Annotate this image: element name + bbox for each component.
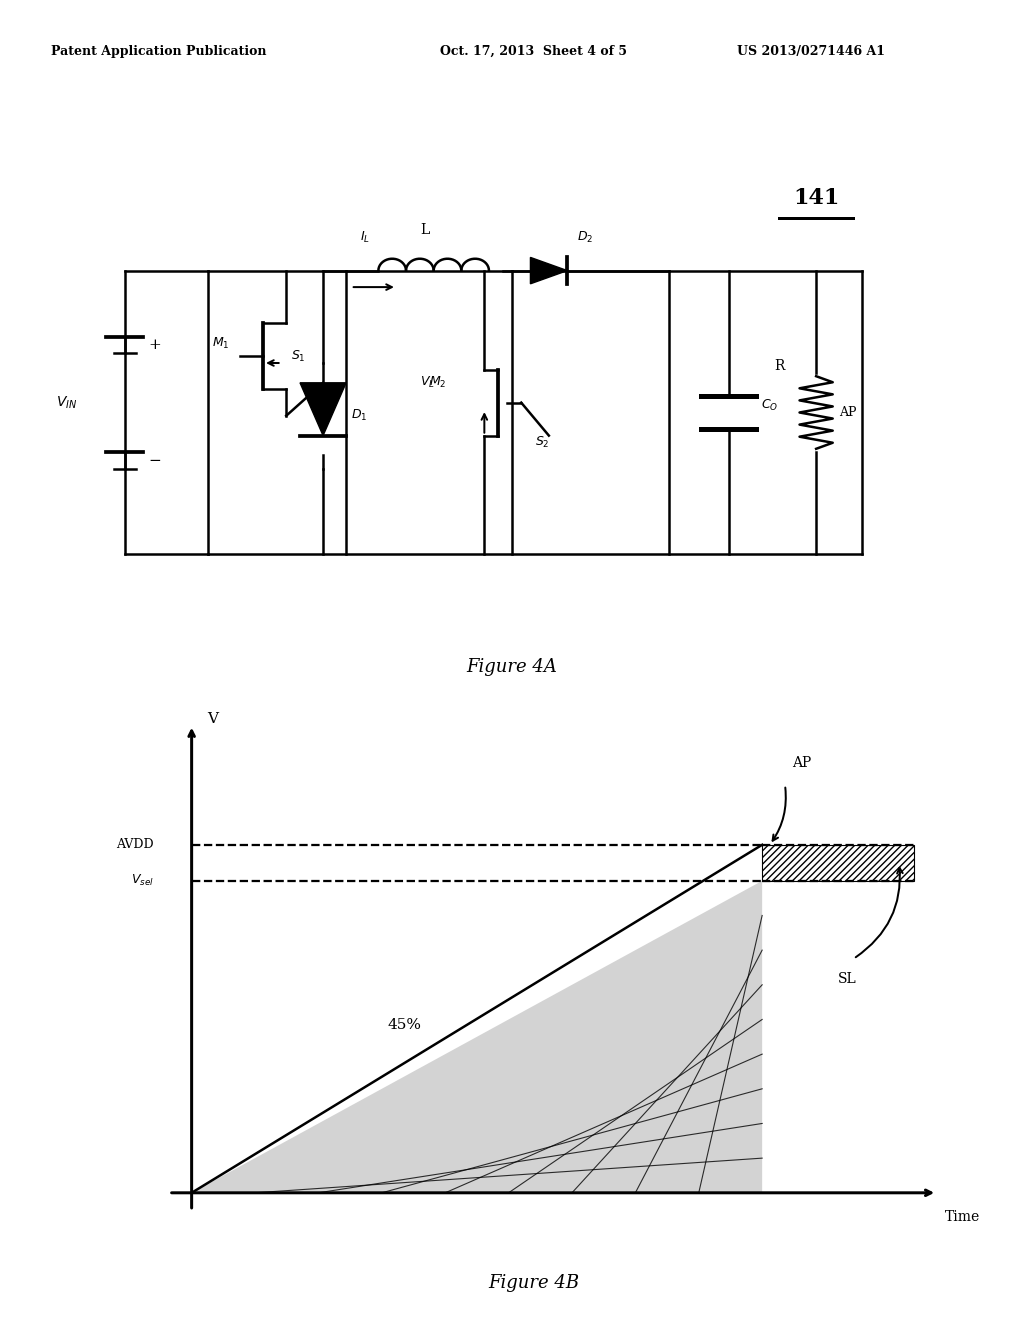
Text: $M_1$: $M_1$	[213, 335, 230, 351]
Text: Oct. 17, 2013  Sheet 4 of 5: Oct. 17, 2013 Sheet 4 of 5	[440, 45, 628, 58]
Text: $V_{IN}$: $V_{IN}$	[56, 395, 77, 411]
Text: Figure 4A: Figure 4A	[467, 657, 557, 676]
Text: $S_2$: $S_2$	[536, 434, 550, 450]
Text: $V_{sel}$: $V_{sel}$	[131, 874, 154, 888]
Text: −: −	[148, 454, 161, 467]
Polygon shape	[530, 257, 567, 284]
Text: 141: 141	[793, 187, 840, 209]
Text: SL: SL	[839, 972, 857, 986]
Text: V: V	[207, 711, 218, 726]
Text: $S_1$: $S_1$	[291, 348, 305, 364]
Text: Time: Time	[945, 1210, 980, 1224]
Text: US 2013/0271446 A1: US 2013/0271446 A1	[737, 45, 886, 58]
Text: $D_1$: $D_1$	[350, 408, 367, 424]
Text: AVDD: AVDD	[116, 838, 154, 851]
Text: 45%: 45%	[388, 1018, 422, 1032]
Text: $M_2$: $M_2$	[429, 375, 446, 391]
Polygon shape	[191, 880, 762, 1193]
Text: AP: AP	[840, 407, 857, 418]
Text: $C_O$: $C_O$	[761, 399, 778, 413]
Text: R: R	[775, 359, 785, 374]
Text: $D_2$: $D_2$	[577, 230, 593, 246]
Text: Patent Application Publication: Patent Application Publication	[51, 45, 266, 58]
Text: $I_L$: $I_L$	[360, 230, 370, 246]
Text: AP: AP	[793, 756, 812, 770]
Text: Figure 4B: Figure 4B	[488, 1274, 580, 1292]
Text: +: +	[148, 338, 161, 351]
Polygon shape	[300, 383, 346, 436]
Text: L: L	[420, 223, 429, 238]
Text: $V_L$: $V_L$	[420, 375, 435, 391]
